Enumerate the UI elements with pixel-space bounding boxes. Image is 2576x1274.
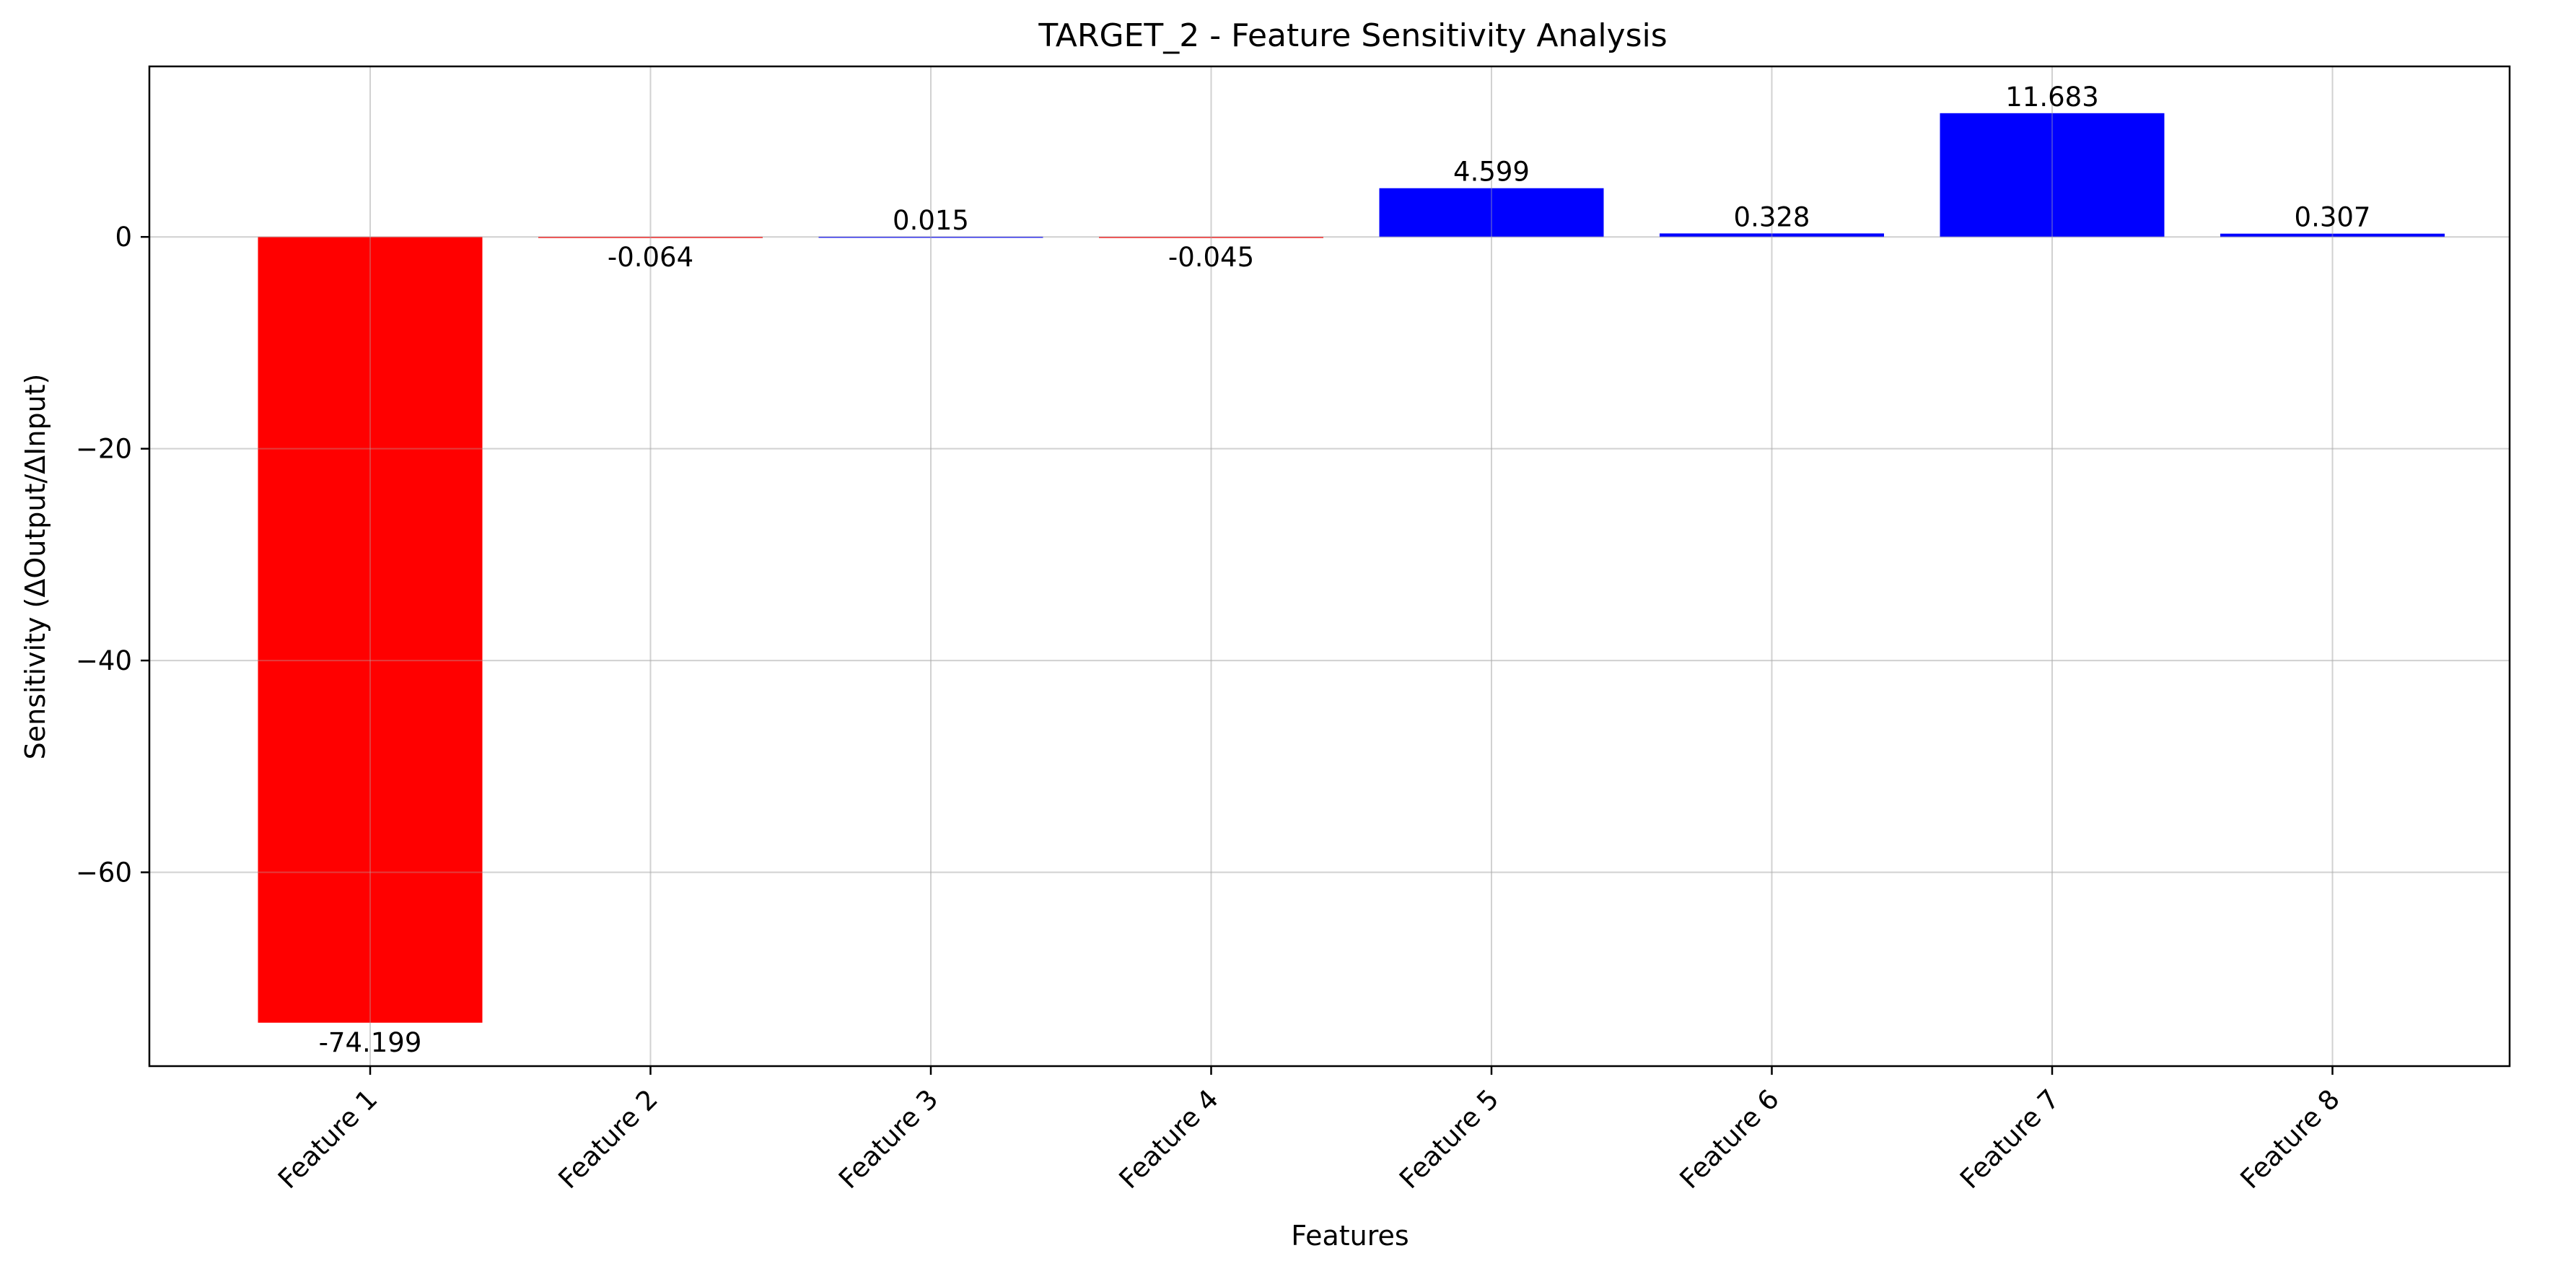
y-tick-label: −60 bbox=[76, 858, 132, 889]
y-axis-label: Sensitivity (ΔOutput/ΔInput) bbox=[19, 374, 51, 760]
bar-2 bbox=[538, 237, 763, 238]
data-label-1: -74.199 bbox=[319, 1027, 422, 1058]
x-axis-label: Features bbox=[1291, 1220, 1409, 1252]
y-tick-label: 0 bbox=[115, 222, 132, 253]
bar-layer bbox=[258, 113, 2445, 1023]
data-label-4: -0.045 bbox=[1168, 242, 1254, 273]
data-label-6: 0.328 bbox=[1734, 201, 1810, 232]
y-tick-label: −20 bbox=[76, 434, 132, 465]
bar-7 bbox=[1940, 113, 2165, 237]
chart-title: TARGET_2 - Feature Sensitivity Analysis bbox=[1038, 17, 1667, 54]
bar-4 bbox=[1099, 237, 1323, 238]
y-tick-label: −40 bbox=[76, 645, 132, 676]
bar-5 bbox=[1379, 188, 1604, 237]
grid-overlay bbox=[149, 66, 2510, 1066]
bar-1 bbox=[258, 237, 483, 1023]
bar-8 bbox=[2220, 233, 2445, 237]
data-label-7: 11.683 bbox=[2005, 82, 2098, 113]
data-label-3: 0.015 bbox=[893, 205, 969, 236]
data-label-5: 4.599 bbox=[1453, 157, 1530, 188]
data-label-layer: -74.199 -0.064 0.015 -0.045 4.599 0.328 11.683… bbox=[319, 82, 2371, 1058]
data-label-2: -0.064 bbox=[608, 242, 693, 273]
bar-3 bbox=[818, 236, 1043, 238]
data-label-8: 0.307 bbox=[2295, 202, 2371, 233]
y-axis-ticks: 0 −20 −40 −60 bbox=[76, 222, 149, 889]
bar-6 bbox=[1660, 233, 1884, 237]
plot-frame bbox=[148, 65, 2511, 1068]
